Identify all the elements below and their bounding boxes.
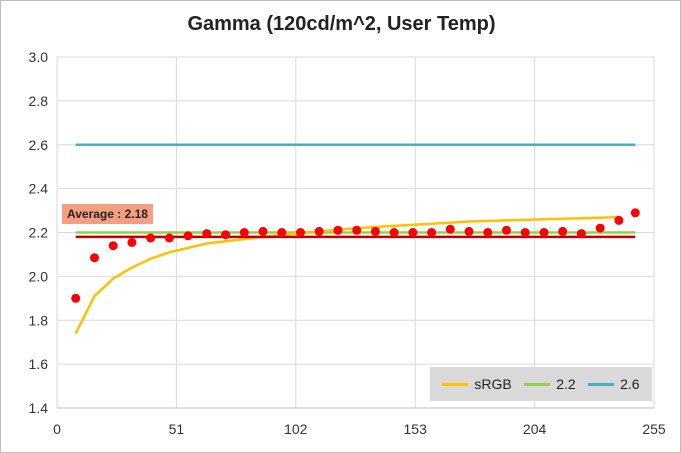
legend-label-2-2: 2.2	[556, 376, 576, 392]
measured-point	[258, 226, 268, 236]
x-tick-label: 153	[404, 421, 428, 437]
series-srgb-line	[74, 215, 619, 334]
measured-point	[558, 226, 568, 236]
x-tick-label: 255	[642, 421, 666, 437]
measured-point	[389, 228, 399, 237]
measured-point	[183, 231, 193, 241]
legend-label-srgb: sRGB	[474, 376, 512, 392]
legend-swatch-2-6	[588, 382, 615, 386]
measured-point	[445, 224, 455, 234]
measured-point	[630, 208, 640, 218]
x-tick-label: 0	[53, 421, 61, 437]
y-tick-label: 1.6	[29, 356, 49, 372]
measured-point	[576, 229, 586, 239]
y-tick-label: 2.2	[29, 225, 49, 241]
x-tick-label: 102	[284, 421, 308, 437]
measured-point	[539, 228, 549, 237]
measured-point	[146, 233, 156, 243]
measured-point	[427, 228, 437, 237]
legend-item-srgb: sRGB	[442, 376, 512, 392]
measured-point	[370, 226, 380, 236]
legend-swatch-srgb	[442, 382, 469, 386]
measured-point	[352, 225, 362, 235]
measured-point	[520, 228, 530, 237]
x-tick-label: 204	[523, 421, 547, 437]
measured-point	[333, 225, 343, 235]
y-tick-label: 2.8	[29, 93, 49, 109]
measured-point	[202, 229, 212, 239]
measured-point	[90, 253, 99, 263]
average-label: Average : 2.18	[62, 204, 153, 224]
measured-point	[595, 223, 605, 233]
y-tick-label: 2.0	[29, 268, 49, 284]
x-tick-label: 51	[169, 421, 185, 437]
measured-point	[108, 241, 118, 251]
measured-point	[221, 230, 231, 240]
y-tick-label: 2.4	[29, 181, 49, 197]
measured-point	[127, 237, 137, 247]
measured-point	[239, 228, 249, 237]
measured-point	[164, 233, 174, 243]
y-tick-label: 2.6	[29, 137, 49, 153]
y-tick-label: 3.0	[29, 49, 49, 65]
chart-title: Gamma (120cd/m^2, User Temp)	[187, 13, 496, 35]
legend-label-2-6: 2.6	[620, 376, 640, 392]
measured-point	[296, 228, 305, 237]
measured-point	[408, 228, 418, 237]
measured-point	[464, 226, 474, 236]
legend-swatch-2-2	[524, 382, 551, 386]
measured-point	[614, 215, 624, 225]
measured-point	[277, 228, 287, 237]
measured-point	[71, 293, 81, 303]
measured-point	[502, 225, 511, 235]
measured-point	[483, 228, 493, 237]
legend-item-2-2: 2.2	[524, 376, 576, 392]
y-tick-label: 1.4	[29, 400, 49, 416]
legend-item-2-6: 2.6	[588, 376, 640, 392]
measured-point	[314, 226, 324, 236]
y-tick-label: 1.8	[29, 312, 49, 328]
legend: sRGB 2.2 2.6	[430, 367, 652, 401]
